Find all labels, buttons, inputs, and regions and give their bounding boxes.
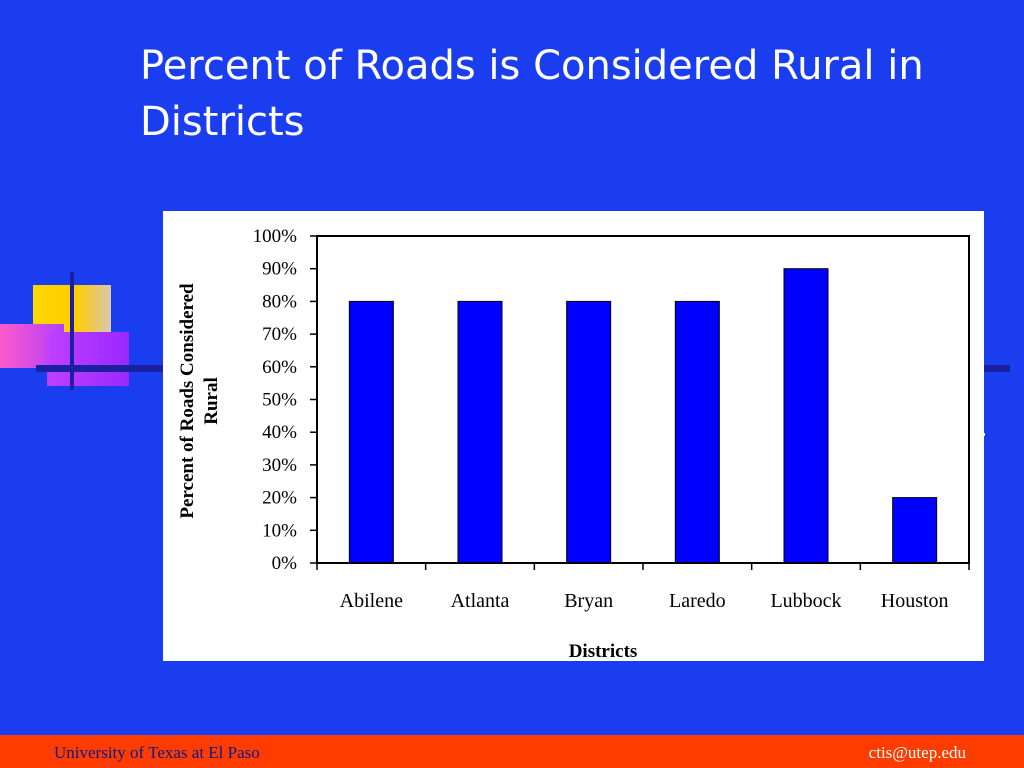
x-axis-tick-labels: Abilene Atlanta Bryan Laredo Lubbock Houston [340,590,949,612]
y-tick-label: 0% [272,553,298,574]
slide-title: Percent of Roads is Considered Rural in … [140,43,924,145]
y-tick-label: 20% [262,488,297,509]
y-tick-label: 60% [262,357,297,378]
bar-houston [892,497,938,564]
y-axis-title: Percent of Roads Considered Rural [177,283,222,519]
bar-bryan [566,300,612,564]
x-tick-label: Bryan [564,590,613,612]
y-tick-label: 10% [262,520,297,541]
footer-institution: University of Texas at El Paso [54,743,260,762]
chart-panel: 0% 10% 20% 30% 40% 50% 60% 70% 80% 90% 100% Abilen… [163,211,984,661]
y-tick-label: 80% [262,291,297,312]
y-axis-tick-labels: 0% 10% 20% 30% 40% 50% 60% 70% 80% 90% 100% [253,226,298,574]
x-tick-label: Laredo [669,590,726,612]
bar-atlanta [457,300,503,564]
footer-email: ctis@utep.edu [868,743,966,762]
bar-chart: 0% 10% 20% 30% 40% 50% 60% 70% 80% 90% 100% Abilen… [177,226,970,661]
footer-bar: University of Texas at El Paso ctis@utep… [0,735,1024,768]
x-tick-label: Atlanta [451,590,510,612]
decorative-purple-square [47,332,129,386]
y-tick-label: 50% [262,390,297,411]
x-tick-label: Houston [881,590,949,612]
y-tick-label: 30% [262,455,297,476]
bar-abilene [348,300,394,564]
x-axis-title: Districts [569,641,638,661]
bar-lubbock [783,268,829,564]
y-tick-label: 40% [262,422,297,443]
plot-frame [316,235,970,564]
bar-laredo [674,300,720,564]
decorative-horizontal-line-right [984,365,1010,372]
decorative-horizontal-line [36,365,166,372]
y-tick-label: 90% [262,259,297,280]
decorative-vertical-line [70,272,74,390]
y-tick-label: 100% [253,226,298,247]
y-axis-ticks [310,235,317,564]
x-tick-label: Abilene [340,590,403,612]
x-tick-label: Lubbock [770,590,841,612]
x-axis-ticks [316,563,970,570]
y-tick-label: 70% [262,324,297,345]
bars [348,268,938,564]
